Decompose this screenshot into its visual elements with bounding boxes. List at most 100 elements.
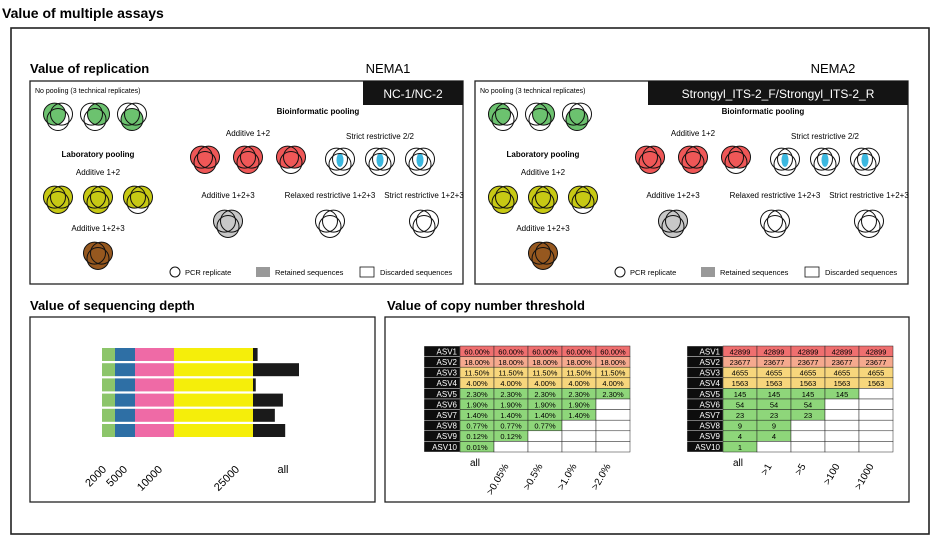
depth-segment-10000 (135, 424, 174, 437)
bio-relaxed-123-triplet-circle-0 (314, 209, 338, 233)
table-cell-value: 54 (804, 400, 812, 409)
table-cell-value: 60.00% (532, 347, 558, 356)
depth-segment-10000 (135, 348, 174, 361)
lab-additive-12-triplet-2 (82, 185, 114, 215)
table-cell-value: 11.50% (567, 369, 592, 378)
lab-additive-12-label: Additive 1+2 (76, 168, 121, 177)
lab-additive-12-triplet-1-circle-1 (50, 185, 74, 209)
legend-pcr-label: PCR replicate (630, 268, 676, 277)
bio-strict-22-triplet-2 (809, 147, 841, 177)
bio-additive-12-triplet-1-circle-0 (189, 145, 213, 169)
depth-tick-label: 5000 (104, 464, 130, 490)
bio-additive-12-triplet-2-circle-0 (677, 145, 701, 169)
bio-additive-12-triplet-1-circle-2 (638, 151, 662, 175)
bio-additive-123-triplet-circle-1 (220, 209, 244, 233)
replicate-circle-1 (50, 102, 74, 126)
asv-label: ASV3 (700, 369, 721, 378)
bio-additive-123-triplet (657, 209, 689, 239)
legend-retained-swatch (701, 267, 715, 277)
no-pooling-replicate-2 (524, 102, 556, 132)
count-table: ASV1 42899 42899 42899 42899 42899 ASV2 23677 23… (686, 345, 894, 492)
column-label: >100 (822, 462, 843, 487)
asv-label: ASV8 (437, 422, 458, 431)
table-cell-value: 145 (802, 390, 815, 399)
primer-label: Strongyl_ITS-2_F/Strongyl_ITS-2_R (682, 87, 875, 101)
table-cell-value: 18.00% (600, 358, 626, 367)
bio-additive-12-triplet-3-circle-0 (275, 145, 299, 169)
replicate-circle-0 (79, 102, 103, 126)
lab-additive-123-triplet (527, 241, 559, 271)
bio-relaxed-123-label: Relaxed restrictive 1+2+3 (730, 191, 821, 200)
legend-discarded-swatch (359, 266, 375, 278)
bio-additive-12-triplet-3 (275, 145, 307, 175)
bio-additive-12-triplet-2-circle-0 (232, 145, 256, 169)
depth-segment-2000 (102, 378, 115, 392)
table-cell-value: 23677 (764, 358, 785, 367)
depth-segment-5000 (115, 363, 135, 377)
bio-additive-12-triplet-3-circle-2 (724, 151, 748, 175)
depth-title: Value of sequencing depth (30, 298, 195, 313)
column-label: >1.0% (556, 462, 580, 492)
asv-label: ASV1 (700, 347, 721, 356)
bio-strict-22-triplet-2-circle-0 (809, 147, 833, 171)
lab-additive-12-triplet-1-circle-0 (487, 185, 511, 209)
depth-segment-2000 (102, 424, 115, 437)
asv-label: ASV5 (700, 390, 721, 399)
depth-segment-5000 (115, 408, 135, 422)
column-label: >2.0% (590, 462, 614, 492)
figure-title: Value of multiple assays (2, 5, 164, 21)
table-cell-value: 1 (738, 443, 742, 452)
bio-strict-22-triplet-2 (364, 147, 396, 177)
depth-segment-25000 (174, 378, 253, 392)
asv-label: ASV3 (437, 369, 458, 378)
bio-strict-123-triplet-circle-2 (857, 215, 881, 239)
table-cell-value: 1563 (868, 379, 885, 388)
asv-label: ASV8 (700, 422, 721, 431)
no-pooling-replicate-1 (42, 102, 74, 132)
table-cell-value: 42899 (764, 347, 785, 356)
bio-strict-123-triplet-circle-0 (408, 209, 432, 233)
bio-additive-12-label: Additive 1+2 (671, 129, 716, 138)
asv-label: ASV9 (700, 432, 721, 441)
depth-segment-25000 (174, 348, 253, 361)
lab-additive-123-label: Additive 1+2+3 (71, 224, 125, 233)
bio-additive-12-triplet-1 (189, 145, 221, 175)
bio-additive-123-triplet (212, 209, 244, 239)
lab-additive-12-triplet-2-circle-2 (531, 191, 555, 215)
depth-segment-10000 (135, 393, 174, 407)
bio-strict-22-label: Strict restrictive 2/2 (346, 132, 415, 141)
lab-additive-12-triplet-2 (527, 185, 559, 215)
table-cell (595, 398, 631, 410)
replication-panel-2: NEMA2 Strongyl_ITS-2_F/Strongyl_ITS-2_R No… (474, 61, 909, 285)
bio-strict-22-triplet-1 (324, 147, 356, 177)
replication-panels: NEMA1 NC-1/NC-2 No pooling (3 technical re… (29, 61, 909, 285)
bio-additive-123-triplet-circle-1 (665, 209, 689, 233)
bio-strict-22-triplet-3-circle-0 (404, 147, 428, 171)
depth-segment-all (253, 378, 256, 392)
depth-tick-label: all (277, 464, 288, 476)
bio-strict-22-triplet-2-circle-0 (364, 147, 388, 171)
legend-retained-swatch (256, 267, 270, 277)
column-label: >1 (759, 462, 774, 478)
table-cell (790, 419, 826, 432)
bio-additive-12-triplet-2 (232, 145, 264, 175)
table-cell-value: 23677 (730, 358, 751, 367)
bio-strict-22-triplet-3-circle-2 (853, 153, 877, 177)
bio-strict-123-triplet-circle-1 (861, 209, 885, 233)
bio-relaxed-123-triplet-circle-2 (763, 215, 787, 239)
table-cell-value: 0.77% (500, 422, 522, 431)
table-cell-value: 4 (772, 432, 776, 441)
table-cell-value: 2.30% (500, 390, 522, 399)
table-cell-value: 42899 (798, 347, 819, 356)
table-cell-value: 1.90% (534, 400, 556, 409)
bio-strict-123-triplet-circle-2 (412, 215, 436, 239)
table-cell-value: 2.30% (568, 390, 590, 399)
lab-additive-12-triplet-2-circle-0 (82, 185, 106, 209)
lab-additive-12-triplet-2-circle-2 (86, 191, 110, 215)
depth-segment-5000 (115, 378, 135, 392)
table-cell (561, 441, 597, 453)
legend-retained-label: Retained sequences (275, 268, 344, 277)
bio-relaxed-123-label: Relaxed restrictive 1+2+3 (285, 191, 376, 200)
bio-additive-12-triplet-1-circle-0 (634, 145, 658, 169)
bio-strict-22-label: Strict restrictive 2/2 (791, 132, 860, 141)
